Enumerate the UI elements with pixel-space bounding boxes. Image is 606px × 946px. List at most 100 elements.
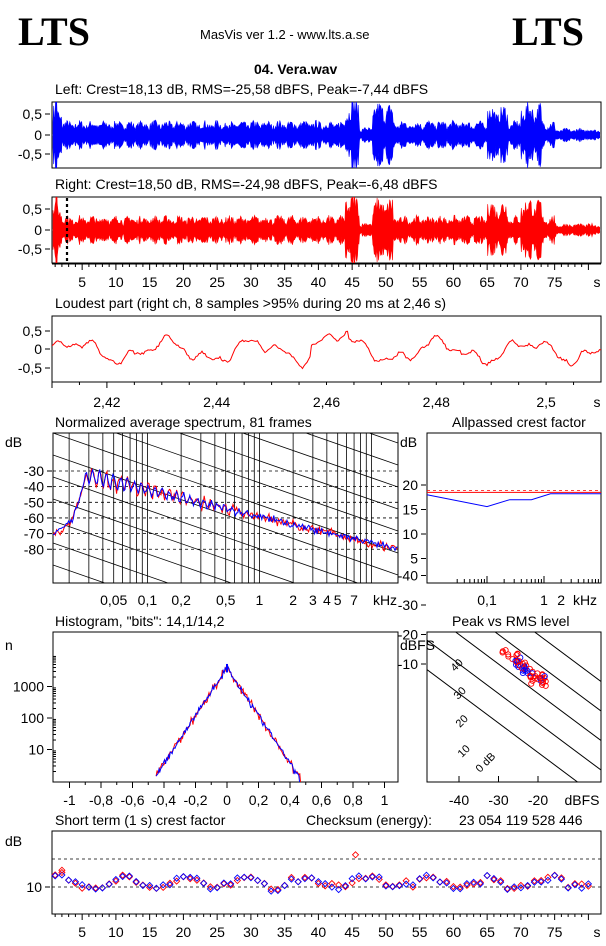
short-crest-point bbox=[375, 873, 383, 881]
short-crest-point bbox=[571, 881, 579, 889]
short-crest-point bbox=[429, 873, 437, 881]
spectrum-xtick: 7 bbox=[350, 592, 358, 608]
short-crest-point bbox=[78, 884, 86, 892]
time-axis-label: 15 bbox=[142, 274, 158, 290]
short-crest-point bbox=[287, 875, 296, 883]
short-crest-point bbox=[524, 882, 532, 890]
histogram-right-line bbox=[155, 665, 302, 782]
peak-rms-xtick: -20 bbox=[528, 792, 548, 808]
short-crest-point bbox=[476, 880, 485, 888]
loudest-axis-label: 2,5 bbox=[536, 394, 556, 410]
short-crest-xtick: 60 bbox=[446, 924, 462, 940]
crest-xtick: 0,1 bbox=[477, 592, 497, 608]
spectrum-slope-line bbox=[53, 542, 170, 583]
right-waveform-plot bbox=[52, 197, 601, 263]
short-crest-point bbox=[382, 881, 390, 889]
spectrum-xtick: 0,05 bbox=[100, 592, 127, 608]
short-crest-point bbox=[456, 883, 464, 891]
short-crest-point bbox=[260, 879, 269, 888]
spectrum-left-line bbox=[53, 469, 398, 552]
short-crest-point bbox=[490, 876, 498, 884]
peak-rms-point bbox=[539, 678, 547, 685]
short-crest-point bbox=[206, 885, 215, 893]
short-crest-xtick: 35 bbox=[277, 924, 293, 940]
peak-rms-point bbox=[527, 672, 534, 679]
spectrum-ylabel: dB bbox=[5, 434, 22, 450]
loudest-axis-label: 2,44 bbox=[203, 394, 230, 410]
short-crest-point bbox=[395, 882, 404, 890]
short-crest-xtick: 30 bbox=[243, 924, 259, 940]
spectrum-xtick: 2 bbox=[289, 592, 297, 608]
short-crest-xtick: 25 bbox=[209, 924, 225, 940]
short-crest-xtick: 55 bbox=[412, 924, 428, 940]
loudest-axis-label: 2,48 bbox=[423, 394, 450, 410]
histogram-xtick: -0,6 bbox=[120, 792, 144, 808]
spectrum-xtick: 5 bbox=[334, 592, 342, 608]
short-crest-point bbox=[254, 876, 262, 885]
short-crest-point bbox=[321, 882, 329, 890]
short-crest-point bbox=[402, 877, 410, 885]
left-waveform-title: Left: Crest=18,13 dB, RMS=-25,58 dBFS, P… bbox=[55, 81, 429, 97]
short-crest-point bbox=[483, 871, 491, 880]
short-crest-point bbox=[139, 881, 147, 890]
short-crest-point bbox=[449, 884, 458, 893]
short-crest-point bbox=[267, 887, 275, 895]
crest-blue-line bbox=[426, 493, 601, 508]
time-axis-label: 30 bbox=[243, 274, 259, 290]
spectrum-xtick: kHz bbox=[373, 592, 397, 608]
peak-rms-ytick: -40 bbox=[398, 568, 418, 584]
short-crest-xtick: 40 bbox=[311, 924, 327, 940]
short-crest-point bbox=[281, 881, 289, 890]
short-crest-point bbox=[382, 882, 390, 890]
peak-rms-point bbox=[521, 659, 528, 666]
short-crest-point bbox=[132, 877, 140, 886]
spectrum-slope-line bbox=[53, 520, 233, 583]
time-axis-label: 10 bbox=[108, 274, 124, 290]
short-crest-point bbox=[193, 876, 201, 884]
short-crest-point bbox=[436, 878, 444, 886]
short-crest-xtick: 5 bbox=[78, 924, 86, 940]
checksum-value: 23 054 119 528 446 bbox=[459, 812, 583, 828]
peak-rms-ytick: -20 bbox=[398, 627, 418, 643]
short-crest-point bbox=[497, 878, 505, 886]
crest-diagonal bbox=[427, 639, 601, 771]
short-crest-xtick: 65 bbox=[479, 924, 495, 940]
histogram-title: Histogram, "bits": 14,1/14,2 bbox=[55, 613, 225, 629]
peak-rms-title: Peak vs RMS level bbox=[452, 613, 570, 629]
short-crest-point bbox=[348, 879, 356, 887]
short-crest-point bbox=[456, 885, 464, 893]
short-crest-point bbox=[402, 880, 410, 888]
loudest-axis-label: 2,42 bbox=[93, 394, 120, 410]
histogram-frame bbox=[52, 631, 399, 783]
app-title: MasVis ver 1.2 - www.lts.a.se bbox=[200, 27, 370, 42]
loudest-part-title: Loudest part (right ch, 8 samples >95% d… bbox=[55, 295, 447, 311]
histogram-xtick: 1 bbox=[381, 792, 389, 808]
short-crest-point bbox=[206, 883, 215, 891]
short-crest-xtick: s bbox=[594, 924, 601, 940]
left-waveform-ytick: -0,5 bbox=[18, 146, 42, 162]
left-waveform-plot bbox=[52, 102, 601, 168]
short-crest-frame bbox=[51, 830, 602, 915]
time-axis-label: 20 bbox=[176, 274, 192, 290]
crest-xtick: kHz bbox=[573, 592, 597, 608]
peak-rms-ytick: -30 bbox=[398, 597, 418, 613]
time-axis-label: 50 bbox=[378, 274, 394, 290]
short-crest-point bbox=[510, 883, 518, 891]
histogram-xtick: -0,2 bbox=[183, 792, 207, 808]
short-crest-point bbox=[78, 881, 86, 889]
short-crest-point bbox=[213, 884, 221, 892]
histogram-plot bbox=[155, 663, 302, 782]
short-crest-point bbox=[301, 873, 309, 882]
crest-diagonal bbox=[454, 632, 601, 742]
short-crest-point bbox=[362, 874, 370, 882]
peak-rms-plot bbox=[427, 632, 601, 782]
histogram-ylabel: n bbox=[5, 637, 13, 653]
short-crest-point bbox=[294, 878, 302, 886]
spectrum-title: Normalized average spectrum, 81 frames bbox=[55, 414, 312, 430]
spectrum-xtick: 4 bbox=[323, 592, 331, 608]
crest-xtick: 1 bbox=[540, 592, 548, 608]
loudest-part-plot bbox=[52, 330, 601, 370]
loudest-axis-label: 2,46 bbox=[313, 394, 340, 410]
short-crest-point bbox=[58, 871, 66, 879]
short-crest-point bbox=[490, 874, 498, 883]
